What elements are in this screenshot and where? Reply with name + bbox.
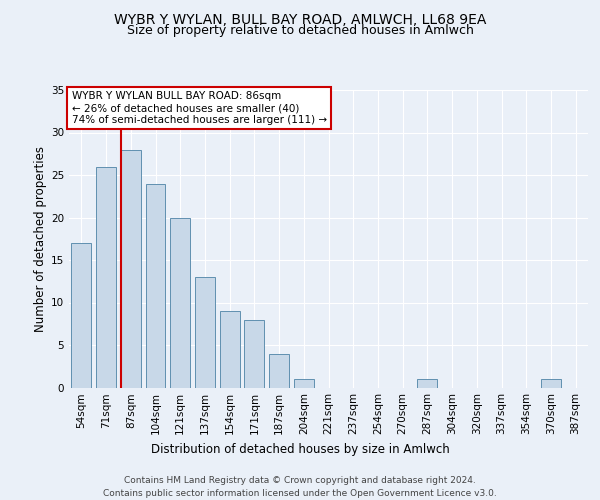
Bar <box>146 184 166 388</box>
Text: Distribution of detached houses by size in Amlwch: Distribution of detached houses by size … <box>151 442 449 456</box>
Bar <box>541 379 561 388</box>
Text: WYBR Y WYLAN, BULL BAY ROAD, AMLWCH, LL68 9EA: WYBR Y WYLAN, BULL BAY ROAD, AMLWCH, LL6… <box>114 12 486 26</box>
Bar <box>220 311 239 388</box>
Bar <box>195 277 215 388</box>
Bar <box>244 320 264 388</box>
Text: Contains public sector information licensed under the Open Government Licence v3: Contains public sector information licen… <box>103 489 497 498</box>
Text: Contains HM Land Registry data © Crown copyright and database right 2024.: Contains HM Land Registry data © Crown c… <box>124 476 476 485</box>
Bar <box>71 243 91 388</box>
Y-axis label: Number of detached properties: Number of detached properties <box>34 146 47 332</box>
Text: Size of property relative to detached houses in Amlwch: Size of property relative to detached ho… <box>127 24 473 37</box>
Bar <box>418 379 437 388</box>
Bar <box>96 166 116 388</box>
Text: WYBR Y WYLAN BULL BAY ROAD: 86sqm
← 26% of detached houses are smaller (40)
74% : WYBR Y WYLAN BULL BAY ROAD: 86sqm ← 26% … <box>71 92 327 124</box>
Bar <box>294 379 314 388</box>
Bar <box>269 354 289 388</box>
Bar <box>170 218 190 388</box>
Bar <box>121 150 140 388</box>
